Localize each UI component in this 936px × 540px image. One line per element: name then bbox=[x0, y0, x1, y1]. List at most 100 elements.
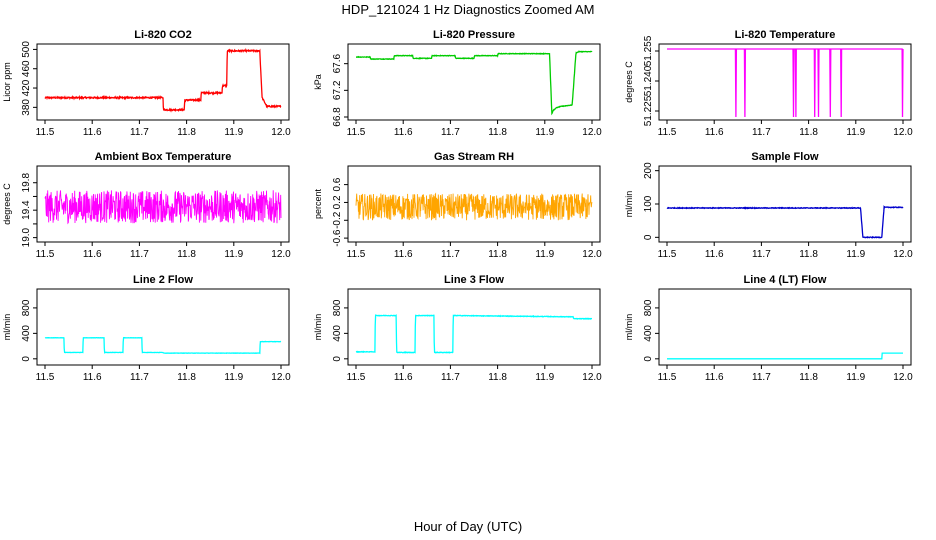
y-axis-label: ml/min bbox=[313, 314, 323, 341]
x-tick-label: 11.7 bbox=[752, 249, 771, 260]
y-tick-label: 800 bbox=[21, 299, 32, 316]
x-tick-label: 11.6 bbox=[83, 249, 102, 260]
panel-title: Li-820 Pressure bbox=[433, 29, 515, 41]
x-tick-label: 11.5 bbox=[658, 127, 677, 138]
y-tick-label: 0 bbox=[332, 356, 343, 362]
y-tick-label: 67.2 bbox=[332, 80, 343, 100]
x-tick-label: 11.8 bbox=[488, 372, 507, 383]
y-tick-label: 51.240 bbox=[643, 65, 654, 96]
chart-panel-4: Ambient Box Temperature degrees C 11.5 11.6… bbox=[2, 151, 291, 260]
x-tick-label: 11.9 bbox=[846, 372, 865, 383]
x-tick-label: 11.8 bbox=[177, 372, 196, 383]
y-tick-label: 66.8 bbox=[332, 107, 343, 127]
x-tick-label: 11.9 bbox=[224, 372, 243, 383]
series-line bbox=[44, 336, 282, 355]
y-tick-label: 0.2 bbox=[332, 195, 343, 209]
x-tick-label: 11.5 bbox=[36, 249, 55, 260]
y-tick-label: 51.255 bbox=[643, 35, 654, 66]
x-tick-label: 12.0 bbox=[582, 372, 602, 383]
series-line bbox=[356, 50, 593, 116]
y-tick-label: 0.6 bbox=[332, 177, 343, 191]
chart-panel-1: Li-820 CO2 Licor ppm 11.5 11.6 11.7 11.8 11.9 1… bbox=[2, 29, 291, 138]
x-tick-label: 11.9 bbox=[535, 249, 554, 260]
y-tick-label: 51.225 bbox=[643, 95, 654, 126]
y-tick-label: 67.6 bbox=[332, 53, 343, 73]
y-tick-label: 800 bbox=[332, 299, 343, 316]
figure-title: HDP_121024 1 Hz Diagnostics Zoomed AM bbox=[342, 2, 595, 17]
figure-xlabel: Hour of Day (UTC) bbox=[414, 519, 522, 534]
y-tick-label: 19.0 bbox=[21, 227, 32, 247]
x-tick-label: 11.7 bbox=[441, 372, 460, 383]
y-axis-label: ml/min bbox=[624, 191, 634, 218]
chart-panel-3: Li-820 Temperature degrees C 11.5 11.6 11.7 1… bbox=[624, 29, 913, 138]
plot-frame bbox=[658, 288, 912, 366]
panel-title: Li-820 CO2 bbox=[134, 29, 191, 41]
plot-frame bbox=[347, 288, 601, 366]
y-tick-label: 19.4 bbox=[21, 200, 32, 220]
x-tick-label: 11.5 bbox=[347, 372, 366, 383]
x-tick-label: 11.5 bbox=[347, 127, 366, 138]
x-tick-label: 12.0 bbox=[271, 372, 291, 383]
x-tick-label: 12.0 bbox=[582, 249, 602, 260]
series-line bbox=[667, 352, 903, 360]
y-axis-label: ml/min bbox=[624, 314, 634, 341]
x-tick-label: 11.5 bbox=[36, 372, 55, 383]
chart-panel-2: Li-820 Pressure kPa 11.5 11.6 11.7 11.8 11.9 12… bbox=[313, 29, 602, 138]
x-tick-label: 11.8 bbox=[799, 249, 818, 260]
x-tick-label: 11.9 bbox=[535, 372, 554, 383]
x-tick-label: 11.6 bbox=[83, 372, 102, 383]
x-tick-label: 11.5 bbox=[658, 249, 677, 260]
panel-title: Gas Stream RH bbox=[434, 151, 514, 163]
x-tick-label: 11.9 bbox=[224, 127, 243, 138]
plot-frame bbox=[347, 43, 601, 121]
y-tick-label: 500 bbox=[21, 41, 32, 58]
x-tick-label: 11.7 bbox=[130, 372, 149, 383]
x-tick-label: 12.0 bbox=[893, 249, 913, 260]
x-tick-label: 11.7 bbox=[441, 249, 460, 260]
x-tick-label: 11.6 bbox=[83, 127, 102, 138]
x-tick-label: 11.7 bbox=[130, 249, 149, 260]
y-axis-label: degrees C bbox=[624, 61, 634, 103]
panel-title: Line 3 Flow bbox=[444, 274, 504, 286]
y-axis-label: percent bbox=[313, 188, 323, 219]
x-tick-label: 12.0 bbox=[893, 372, 913, 383]
x-tick-label: 11.5 bbox=[36, 127, 55, 138]
y-tick-label: 420 bbox=[21, 79, 32, 96]
y-tick-label: 460 bbox=[21, 60, 32, 77]
x-tick-label: 11.5 bbox=[658, 372, 677, 383]
chart-panel-6: Sample Flow ml/min 11.5 11.6 11.7 11.8 11.9 12.… bbox=[624, 151, 913, 260]
y-axis-label: kPa bbox=[313, 74, 323, 90]
y-tick-label: 200 bbox=[643, 162, 654, 179]
chart-panel-8: Line 3 Flow ml/min 11.5 11.6 11.7 11.8 11.9 12.… bbox=[313, 274, 602, 383]
y-tick-label: 0 bbox=[643, 356, 654, 362]
y-tick-label: 19.8 bbox=[21, 173, 32, 193]
y-axis-label: Licor ppm bbox=[2, 62, 12, 102]
x-tick-label: 12.0 bbox=[271, 249, 291, 260]
y-tick-label: 0 bbox=[643, 234, 654, 240]
panel-title: Line 4 (LT) Flow bbox=[744, 274, 827, 286]
x-tick-label: 11.8 bbox=[799, 372, 818, 383]
y-tick-label: -0.2 bbox=[332, 211, 343, 229]
x-tick-label: 11.6 bbox=[705, 249, 724, 260]
y-tick-label: 400 bbox=[643, 325, 654, 342]
x-tick-label: 11.6 bbox=[394, 249, 413, 260]
x-tick-label: 11.9 bbox=[846, 249, 865, 260]
x-tick-label: 11.5 bbox=[347, 249, 366, 260]
chart-panel-7: Line 2 Flow ml/min 11.5 11.6 11.7 11.8 11.9 12.… bbox=[2, 274, 291, 383]
series-line bbox=[44, 47, 282, 113]
series-line bbox=[667, 48, 904, 118]
x-tick-label: 11.8 bbox=[177, 249, 196, 260]
x-tick-label: 11.7 bbox=[441, 127, 460, 138]
x-tick-label: 11.8 bbox=[177, 127, 196, 138]
y-tick-label: 380 bbox=[21, 99, 32, 116]
plot-frame bbox=[36, 288, 290, 366]
y-axis-label: ml/min bbox=[2, 314, 12, 341]
chart-panel-9: Line 4 (LT) Flow ml/min 11.5 11.6 11.7 11.8 11… bbox=[624, 274, 913, 383]
x-tick-label: 11.8 bbox=[488, 127, 507, 138]
y-tick-label: -0.6 bbox=[332, 229, 343, 247]
series-line bbox=[355, 192, 593, 221]
plot-frame bbox=[658, 43, 912, 121]
x-tick-label: 11.8 bbox=[488, 249, 507, 260]
panel-title: Line 2 Flow bbox=[133, 274, 193, 286]
